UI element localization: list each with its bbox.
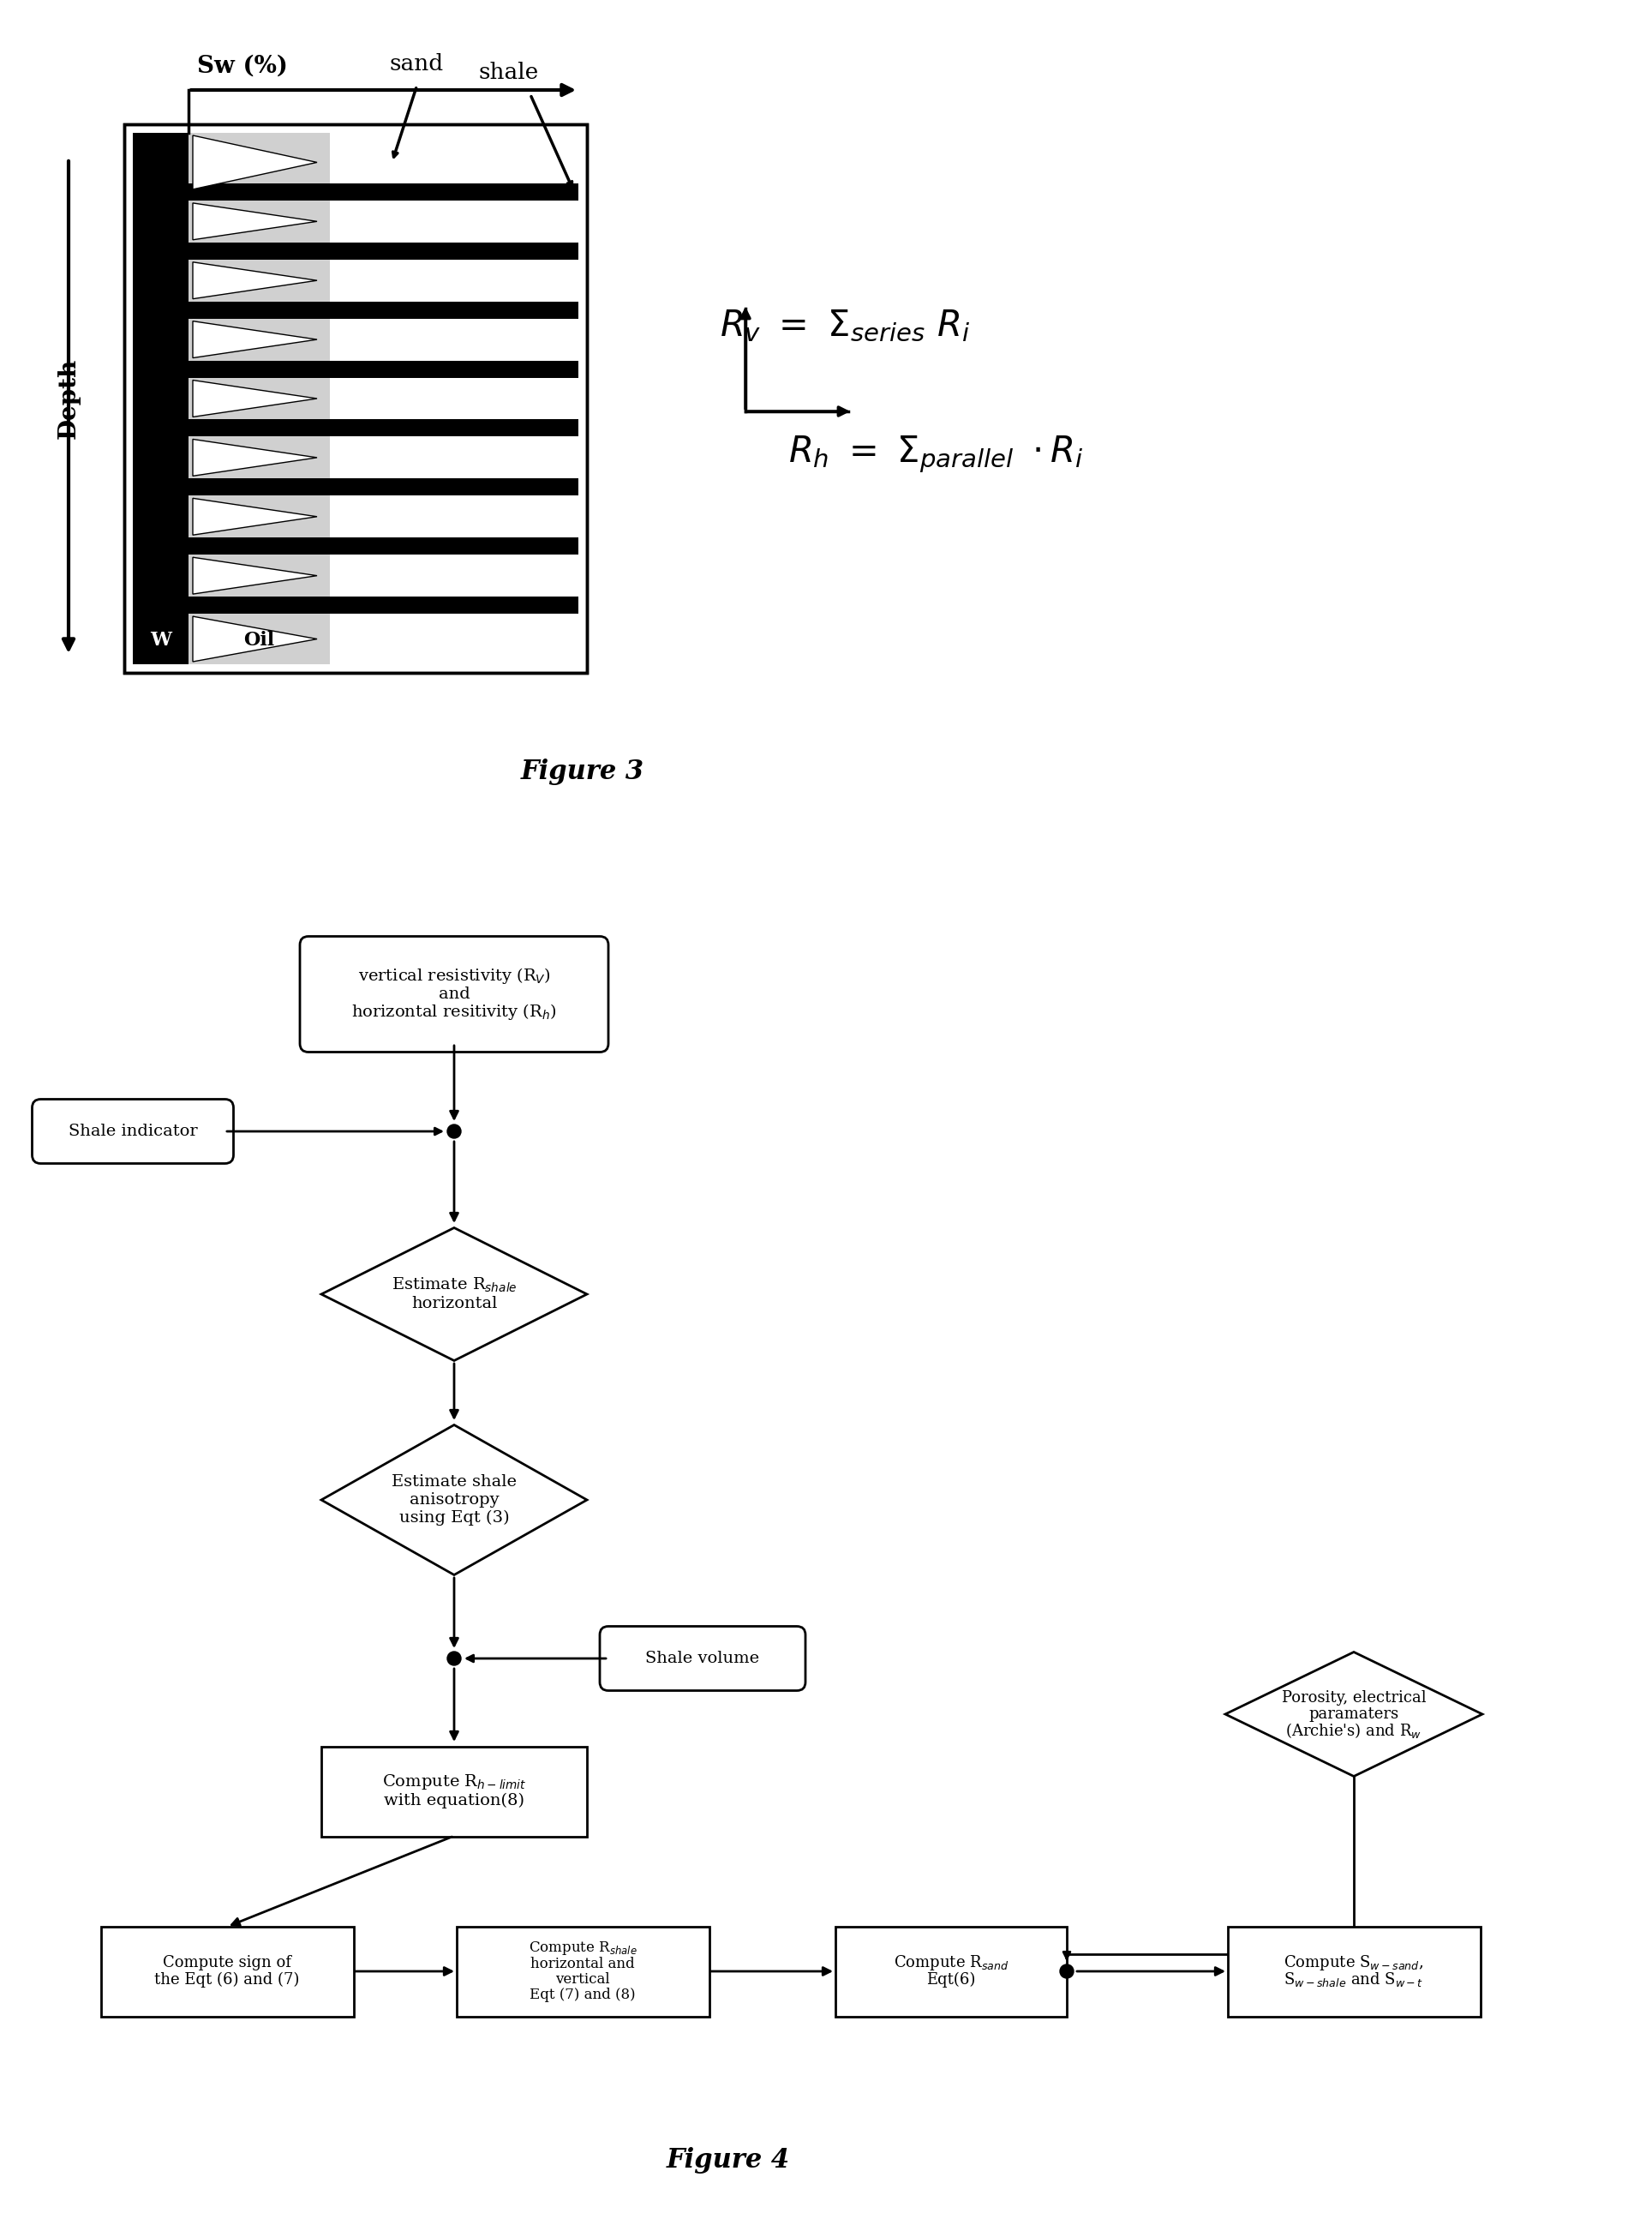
Text: (Archie's) and R$_w$: (Archie's) and R$_w$ xyxy=(1285,1722,1422,1740)
FancyBboxPatch shape xyxy=(31,1100,233,1165)
Bar xyxy=(1227,1925,1480,2017)
Polygon shape xyxy=(193,379,317,417)
Text: shale: shale xyxy=(479,62,539,83)
Text: the Eqt (6) and (7): the Eqt (6) and (7) xyxy=(155,1972,299,1988)
Bar xyxy=(188,419,330,437)
Text: vertical resistivity (R$_V$): vertical resistivity (R$_V$) xyxy=(358,966,550,986)
Text: $R_h\ =\ \Sigma_{parallel}\ \cdot R_i$: $R_h\ =\ \Sigma_{parallel}\ \cdot R_i$ xyxy=(788,433,1084,475)
FancyBboxPatch shape xyxy=(301,937,608,1053)
Bar xyxy=(330,361,578,377)
Bar xyxy=(188,134,330,665)
Text: Estimate R$_{shale}$: Estimate R$_{shale}$ xyxy=(392,1276,517,1294)
Text: Eqt(6): Eqt(6) xyxy=(927,1972,976,1988)
Text: using Eqt (3): using Eqt (3) xyxy=(400,1510,509,1526)
Text: Sw (%): Sw (%) xyxy=(197,54,287,78)
Bar xyxy=(330,477,578,495)
Polygon shape xyxy=(193,616,317,663)
Text: and: and xyxy=(438,986,469,1002)
Polygon shape xyxy=(193,440,317,475)
Bar xyxy=(330,301,578,319)
Text: vertical: vertical xyxy=(555,1972,610,1986)
Text: paramaters: paramaters xyxy=(1308,1707,1399,1722)
Text: Estimate shale: Estimate shale xyxy=(392,1475,517,1490)
Circle shape xyxy=(1061,1966,1074,1979)
Bar xyxy=(188,301,330,319)
Text: Compute R$_{shale}$: Compute R$_{shale}$ xyxy=(529,1939,638,1957)
Text: W: W xyxy=(150,631,172,649)
Text: Figure 3: Figure 3 xyxy=(520,759,644,785)
Text: Oil: Oil xyxy=(244,631,274,649)
Polygon shape xyxy=(193,203,317,239)
Bar xyxy=(330,183,578,201)
Bar xyxy=(330,134,578,665)
Text: horizontal and: horizontal and xyxy=(530,1957,634,1970)
Bar xyxy=(836,1925,1067,2017)
Bar xyxy=(188,538,330,556)
Text: Compute S$_{w-sand}$,: Compute S$_{w-sand}$, xyxy=(1284,1954,1424,1972)
Bar xyxy=(188,243,330,259)
Text: Eqt (7) and (8): Eqt (7) and (8) xyxy=(530,1988,636,2001)
Bar xyxy=(322,1747,586,1836)
Text: sand: sand xyxy=(390,54,444,76)
Bar xyxy=(456,1925,709,2017)
Text: Shale volume: Shale volume xyxy=(646,1651,760,1667)
Text: Depth: Depth xyxy=(56,359,79,440)
Text: $R_v\ =\ \Sigma_{series}\ R_i$: $R_v\ =\ \Sigma_{series}\ R_i$ xyxy=(720,308,970,344)
Text: horizontal resitivity (R$_h$): horizontal resitivity (R$_h$) xyxy=(352,1002,557,1022)
Polygon shape xyxy=(193,261,317,299)
Bar xyxy=(188,477,330,495)
Polygon shape xyxy=(322,1426,586,1575)
Circle shape xyxy=(448,1124,461,1138)
Bar xyxy=(188,183,330,201)
Text: Compute sign of: Compute sign of xyxy=(164,1954,291,1970)
Text: S$_{w-shale}$ and S$_{w-t}$: S$_{w-shale}$ and S$_{w-t}$ xyxy=(1284,1970,1424,1988)
Text: anisotropy: anisotropy xyxy=(410,1493,499,1508)
Bar xyxy=(330,538,578,556)
Circle shape xyxy=(448,1651,461,1664)
Polygon shape xyxy=(193,136,317,190)
Text: Porosity, electrical: Porosity, electrical xyxy=(1282,1689,1426,1704)
Bar xyxy=(188,596,330,614)
Polygon shape xyxy=(1226,1651,1482,1776)
Polygon shape xyxy=(193,321,317,357)
Bar xyxy=(188,361,330,377)
Bar xyxy=(124,125,586,674)
Bar xyxy=(124,125,586,674)
Text: with equation(8): with equation(8) xyxy=(383,1791,524,1807)
Text: Shale indicator: Shale indicator xyxy=(68,1124,197,1140)
FancyBboxPatch shape xyxy=(600,1626,806,1691)
Text: Compute R$_{sand}$: Compute R$_{sand}$ xyxy=(894,1954,1009,1972)
Text: horizontal: horizontal xyxy=(411,1296,497,1312)
Text: Compute R$_{h-limit}$: Compute R$_{h-limit}$ xyxy=(382,1774,527,1791)
Bar xyxy=(132,134,188,665)
Bar xyxy=(101,1925,354,2017)
Bar xyxy=(330,243,578,259)
Polygon shape xyxy=(322,1227,586,1361)
Bar xyxy=(330,419,578,437)
Bar xyxy=(330,596,578,614)
Text: Figure 4: Figure 4 xyxy=(666,2146,790,2173)
Polygon shape xyxy=(193,498,317,535)
Polygon shape xyxy=(193,558,317,593)
